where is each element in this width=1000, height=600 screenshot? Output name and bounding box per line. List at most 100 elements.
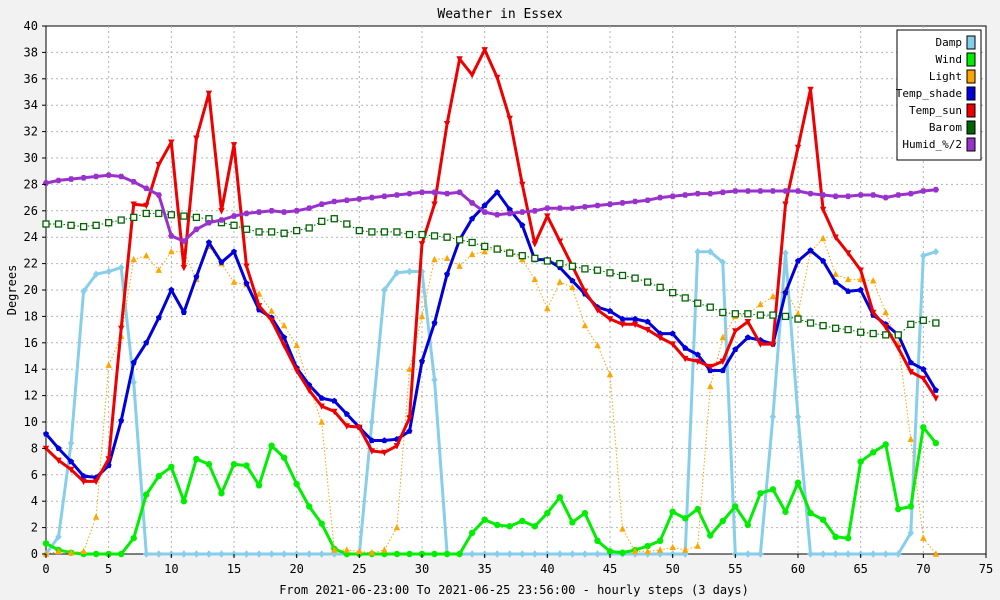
data-point: [531, 254, 539, 262]
data-point: [757, 300, 764, 308]
data-point: [732, 346, 739, 352]
legend-swatch: [966, 120, 976, 135]
data-point: [92, 221, 100, 229]
data-point: [67, 549, 75, 556]
data-point: [142, 209, 150, 218]
data-point: [744, 550, 752, 558]
data-point: [306, 503, 313, 510]
data-point: [593, 266, 602, 274]
data-point: [920, 534, 927, 541]
data-point: [832, 193, 839, 200]
data-point: [130, 378, 137, 387]
legend-label: Humid_%/2: [902, 138, 962, 151]
data-point: [619, 525, 626, 532]
data-point: [744, 188, 752, 194]
data-point: [380, 228, 389, 236]
x-tick-label: 15: [227, 562, 241, 576]
data-point: [819, 321, 827, 330]
data-point: [418, 230, 426, 239]
data-point: [669, 508, 676, 515]
x-tick-label: 65: [853, 562, 867, 576]
data-point: [343, 423, 350, 430]
legend-label: Wind: [936, 53, 963, 66]
x-tick-label: 45: [603, 562, 617, 576]
data-point: [431, 376, 438, 384]
data-point: [218, 490, 225, 497]
data-point: [406, 415, 413, 422]
data-point: [607, 307, 613, 314]
data-point: [80, 478, 87, 486]
data-point: [656, 334, 664, 342]
data-point: [318, 418, 325, 425]
data-point: [494, 521, 501, 529]
data-point: [832, 270, 839, 277]
data-point: [455, 236, 464, 244]
data-point: [656, 546, 664, 553]
x-tick-label: 35: [477, 562, 491, 576]
data-point: [381, 193, 388, 200]
data-point: [506, 550, 513, 558]
data-point: [155, 161, 162, 169]
data-point: [343, 220, 351, 228]
data-point: [293, 367, 300, 375]
data-point: [831, 324, 840, 332]
data-point: [920, 366, 927, 372]
y-tick-label: 34: [24, 98, 38, 112]
data-point: [406, 267, 413, 276]
data-point: [331, 397, 338, 404]
data-point: [431, 201, 438, 208]
data-point: [694, 358, 701, 365]
data-point: [832, 234, 839, 241]
data-point: [844, 193, 852, 200]
data-point: [882, 331, 890, 339]
data-point: [819, 206, 827, 214]
data-point: [356, 424, 363, 431]
data-point: [556, 205, 564, 211]
data-point: [657, 330, 664, 337]
data-point: [544, 304, 551, 312]
data-point: [568, 262, 577, 270]
data-point: [468, 200, 476, 206]
data-point: [79, 222, 88, 231]
data-point: [180, 238, 188, 244]
data-point: [519, 550, 526, 558]
data-point: [331, 408, 338, 416]
data-point: [418, 241, 426, 248]
y-tick-label: 36: [24, 72, 38, 86]
data-point: [381, 546, 388, 553]
data-point: [393, 443, 401, 450]
data-point: [168, 248, 175, 255]
data-point: [494, 189, 501, 195]
legend-label: Temp_shade: [896, 87, 962, 100]
data-point: [431, 255, 438, 263]
data-point: [682, 344, 689, 351]
data-point: [118, 173, 125, 180]
data-point: [932, 248, 940, 256]
data-point: [769, 341, 777, 348]
data-point: [418, 189, 426, 196]
data-point: [719, 189, 726, 196]
data-point: [506, 115, 513, 123]
data-point: [581, 550, 589, 558]
data-point: [857, 192, 864, 198]
data-point: [280, 229, 288, 237]
data-point: [218, 550, 225, 558]
data-point: [118, 417, 125, 424]
data-point: [781, 312, 790, 321]
series-4: [42, 47, 940, 486]
data-point: [569, 277, 576, 284]
data-point: [907, 503, 914, 510]
data-point: [218, 208, 225, 215]
data-point: [318, 217, 326, 226]
data-point: [757, 550, 764, 558]
data-point: [519, 181, 526, 189]
data-point: [920, 424, 927, 431]
data-point: [230, 461, 238, 468]
data-point: [719, 258, 726, 266]
data-point: [92, 478, 100, 486]
data-point: [719, 358, 726, 365]
data-point: [869, 329, 877, 338]
data-point: [757, 490, 764, 497]
data-point: [143, 550, 150, 558]
